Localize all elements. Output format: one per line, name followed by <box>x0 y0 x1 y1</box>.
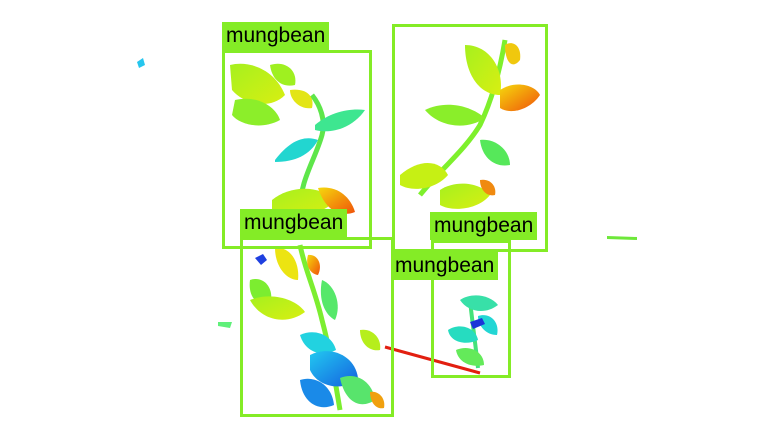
detection-box <box>240 237 394 417</box>
detection-label: mungbean <box>430 212 538 240</box>
plant-d <box>448 295 498 369</box>
plant-c <box>249 244 385 411</box>
plant-a <box>230 63 365 215</box>
detection-box <box>222 50 372 249</box>
noise-blob <box>218 322 232 328</box>
detection-label: mungbean <box>240 209 348 237</box>
noise-blob <box>137 58 145 68</box>
detection-label: mungbean <box>391 252 499 280</box>
detection-label: mungbean <box>222 22 330 50</box>
noise-blob <box>607 236 637 240</box>
detection-box <box>431 240 511 378</box>
detection-box <box>392 24 548 252</box>
